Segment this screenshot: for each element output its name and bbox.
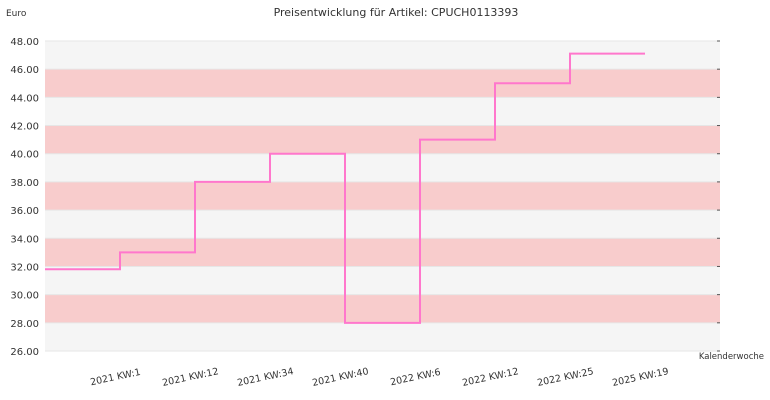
y-tick-label: 34.00: [10, 234, 39, 245]
y-tick-label: 44.00: [10, 93, 39, 104]
x-axis-label: Kalenderwoche: [699, 352, 764, 362]
y-tick-label: 30.00: [10, 291, 39, 302]
plot-band: [45, 97, 720, 126]
y-tick-marks-right: [717, 40, 720, 352]
x-tick-label: 2022 KW:12: [461, 366, 519, 389]
chart-title: Preisentwicklung für Artikel: CPUCH01133…: [274, 6, 519, 19]
x-tick-label: 2022 KW:6: [389, 367, 441, 388]
plot-band: [45, 125, 720, 154]
plot-band: [45, 153, 720, 182]
plot-band: [45, 294, 720, 323]
y-tick-label: 32.00: [10, 262, 39, 273]
plot-band: [45, 69, 720, 98]
plot-band: [45, 41, 720, 70]
plot-band: [45, 210, 720, 239]
y-tick-label: 46.00: [10, 65, 39, 76]
plot-band: [45, 322, 720, 351]
x-tick-labels: 2021 KW:1 2021 KW:12 2021 KW:34 2021 KW:40 2…: [89, 366, 669, 389]
y-tick-label: 26.00: [10, 347, 39, 358]
x-tick-label: 2022 KW:25: [536, 366, 594, 389]
y-tick-label: 36.00: [10, 206, 39, 217]
y-axis-label: Euro: [6, 9, 27, 19]
x-tick-label: 2025 KW:19: [611, 366, 669, 389]
y-tick-labels: 26.00 28.00 30.00 32.00 34.00 36.00 38.00 40.00…: [10, 37, 39, 358]
y-tick-label: 42.00: [10, 122, 39, 133]
plot-bands: [45, 41, 720, 351]
plot-band: [45, 181, 720, 211]
x-tick-label: 2021 KW:1: [89, 367, 141, 388]
y-tick-label: 28.00: [10, 319, 39, 330]
y-tick-label: 38.00: [10, 178, 39, 189]
x-tick-label: 2021 KW:34: [236, 366, 294, 389]
y-tick-label: 40.00: [10, 150, 39, 161]
series-line: [45, 52, 645, 324]
x-tick-label: 2021 KW:40: [311, 366, 369, 389]
plot-band: [45, 266, 720, 295]
y-tick-label: 48.00: [10, 37, 39, 48]
price-step-line: [45, 52, 645, 324]
x-tick-label: 2021 KW:12: [161, 366, 219, 389]
